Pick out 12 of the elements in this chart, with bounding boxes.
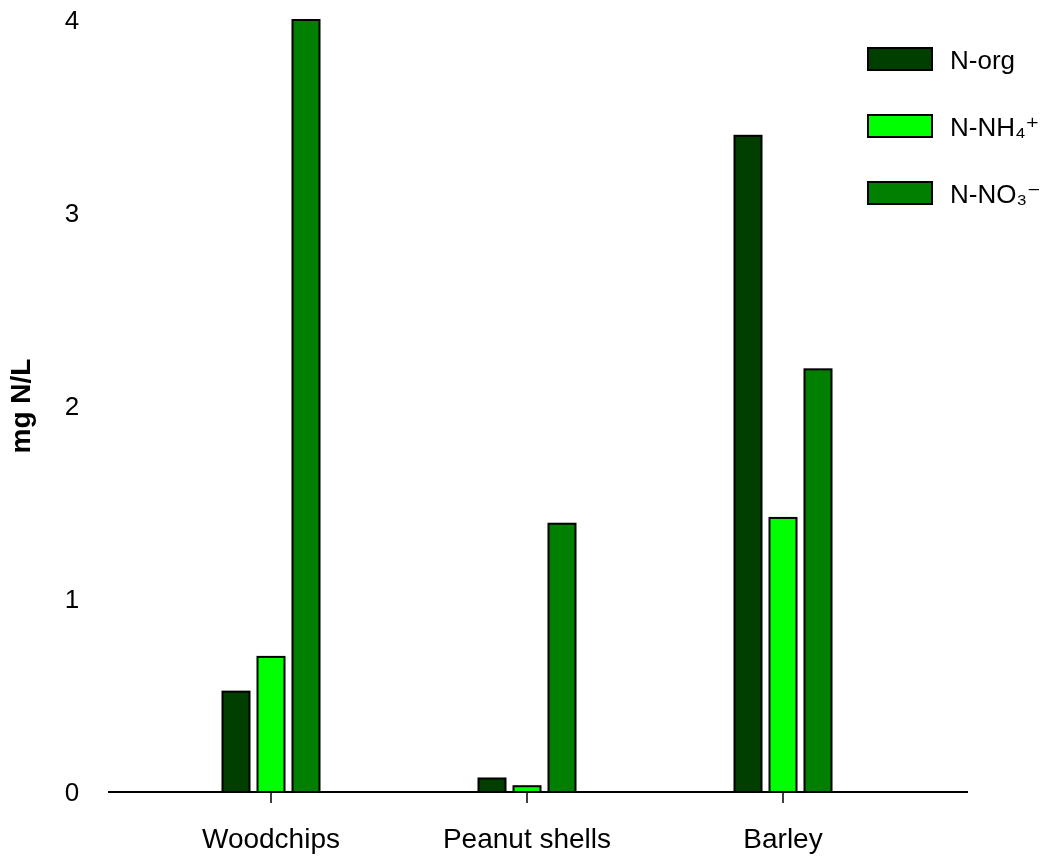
y-tick-label: 0 xyxy=(64,777,80,807)
legend-label: N-NH₄⁺ xyxy=(950,112,1040,142)
y-axis-title: mg N/L xyxy=(5,358,36,454)
y-tick-label: 3 xyxy=(64,198,80,228)
x-tick-label: Peanut shells xyxy=(442,823,612,854)
x-tick-label: Barley xyxy=(743,823,823,854)
legend-label: N-org xyxy=(950,45,1016,75)
y-tick-label: 2 xyxy=(64,391,80,421)
x-tick-label: Woodchips xyxy=(201,823,341,854)
legend-label: N-NO₃⁻ xyxy=(950,179,1041,209)
y-tick-label: 4 xyxy=(64,5,80,35)
y-tick-label: 1 xyxy=(64,584,80,614)
